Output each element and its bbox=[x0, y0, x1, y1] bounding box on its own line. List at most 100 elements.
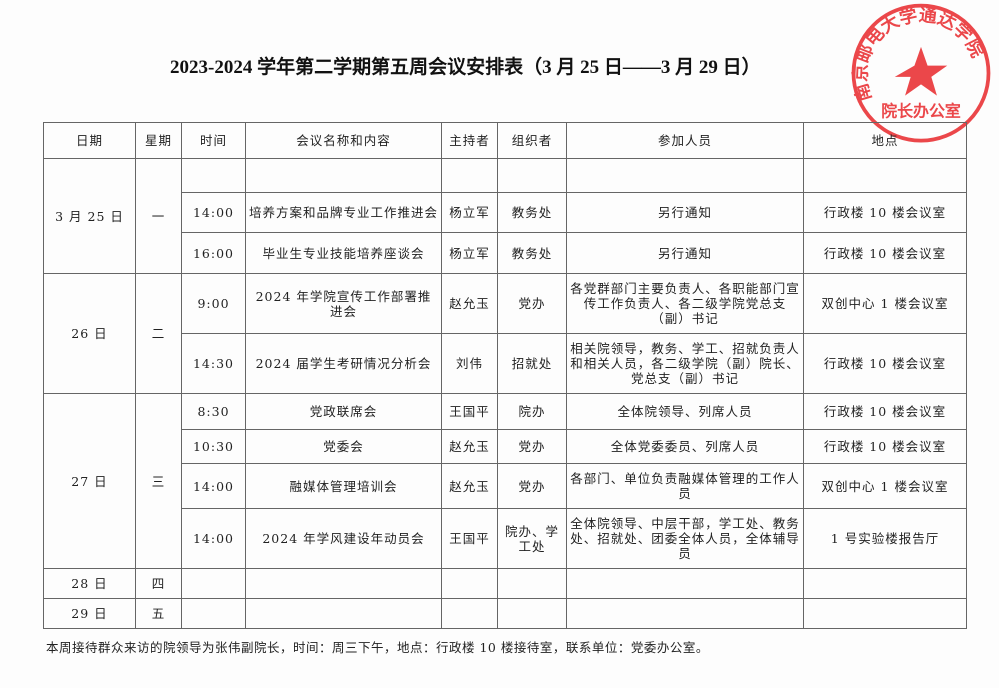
cell-attendees: 全体党委委员、列席人员 bbox=[566, 429, 804, 464]
cell-time bbox=[181, 598, 246, 629]
cell-time: 8:30 bbox=[181, 393, 246, 430]
cell-attendees bbox=[566, 598, 804, 629]
cell-attendees: 全体院领导、中层干部，学工处、教务处、招就处、团委全体人员，全体辅导员 bbox=[566, 508, 804, 569]
cell-name: 培养方案和品牌专业工作推进会 bbox=[245, 192, 442, 233]
cell-organizer: 党办 bbox=[497, 429, 567, 464]
cell-host bbox=[441, 158, 498, 193]
star-icon bbox=[894, 46, 948, 96]
header-meeting-name: 会议名称和内容 bbox=[245, 122, 442, 159]
header-date: 日期 bbox=[43, 122, 136, 159]
cell-weekday: 一 bbox=[135, 158, 182, 274]
cell-host: 王国平 bbox=[441, 508, 498, 569]
cell-location bbox=[803, 598, 967, 629]
header-organizer: 组织者 bbox=[497, 122, 567, 159]
table-row: 10:30 党委会 赵允玉 党办 全体党委委员、列席人员 行政楼 10 楼会议室 bbox=[44, 429, 967, 464]
cell-time: 14:30 bbox=[181, 333, 246, 394]
cell-attendees: 各党群部门主要负责人、各职能部门宣传工作负责人、各二级学院党总支（副）书记 bbox=[566, 273, 804, 334]
cell-organizer: 招就处 bbox=[497, 333, 567, 394]
header-location: 地点 bbox=[803, 122, 967, 159]
cell-host bbox=[441, 598, 498, 629]
cell-time: 10:30 bbox=[181, 429, 246, 464]
cell-location: 行政楼 10 楼会议室 bbox=[803, 393, 967, 430]
cell-location: 双创中心 1 楼会议室 bbox=[803, 273, 967, 334]
cell-organizer bbox=[497, 598, 567, 629]
cell-date: 26 日 bbox=[43, 273, 136, 394]
page-title: 2023-2024 学年第二学期第五周会议安排表（3 月 25 日——3 月 2… bbox=[170, 57, 761, 78]
cell-time: 14:00 bbox=[181, 192, 246, 233]
table-row: 14:00 2024 年学风建设年动员会 王国平 院办、学工处 全体院领导、中层干部，学… bbox=[44, 508, 967, 569]
cell-weekday: 三 bbox=[135, 393, 182, 569]
header-weekday: 星期 bbox=[135, 122, 182, 159]
cell-name bbox=[245, 568, 442, 599]
table-row: 29 日五 bbox=[43, 598, 967, 629]
cell-name: 党委会 bbox=[245, 429, 442, 464]
cell-name: 2024 届学生考研情况分析会 bbox=[245, 333, 442, 394]
cell-date: 28 日 bbox=[43, 568, 136, 599]
cell-host: 赵允玉 bbox=[441, 463, 498, 509]
footer-note: 本周接待群众来访的院领导为张伟副院长，时间：周三下午，地点：行政楼 10 楼接待… bbox=[46, 640, 709, 655]
header-row: 日期 星期 时间 会议名称和内容 主持者 组织者 参加人员 地点 bbox=[43, 122, 967, 159]
cell-host: 王国平 bbox=[441, 393, 498, 430]
content-flow: 日期 星期 时间 会议名称和内容 主持者 组织者 参加人员 地点 3 月 25 日一 14:00… bbox=[43, 122, 967, 656]
cell-time bbox=[181, 568, 246, 599]
cell-location: 行政楼 10 楼会议室 bbox=[803, 232, 967, 274]
cell-attendees bbox=[566, 568, 804, 599]
cell-time bbox=[181, 158, 246, 193]
cell-time: 9:00 bbox=[181, 273, 246, 334]
table-row: 14:30 2024 届学生考研情况分析会 刘伟 招就处 相关院领导，教务、学工、招就负… bbox=[44, 333, 967, 394]
cell-time: 14:00 bbox=[181, 463, 246, 509]
cell-time: 16:00 bbox=[181, 232, 246, 274]
cell-host bbox=[441, 568, 498, 599]
svg-text:院长办公室: 院长办公室 bbox=[881, 101, 961, 120]
cell-attendees: 全体院领导、列席人员 bbox=[566, 393, 804, 430]
cell-host: 赵允玉 bbox=[441, 273, 498, 334]
cell-host: 赵允玉 bbox=[441, 429, 498, 464]
cell-location: 双创中心 1 楼会议室 bbox=[803, 463, 967, 509]
cell-organizer: 院办 bbox=[497, 393, 567, 430]
table-row: 14:00 培养方案和品牌专业工作推进会 杨立军 教务处 另行通知 行政楼 10 楼会议室 bbox=[44, 192, 967, 233]
cell-attendees: 另行通知 bbox=[566, 232, 804, 274]
cell-name: 融媒体管理培训会 bbox=[245, 463, 442, 509]
cell-name: 毕业生专业技能培养座谈会 bbox=[245, 232, 442, 274]
cell-weekday: 四 bbox=[135, 568, 182, 599]
cell-name bbox=[245, 158, 442, 193]
cell-host: 杨立军 bbox=[441, 232, 498, 274]
table-row: 3 月 25 日一 bbox=[43, 158, 967, 274]
cell-weekday: 五 bbox=[135, 598, 182, 629]
cell-attendees: 相关院领导，教务、学工、招就负责人和相关人员，各二级学院（副）院长、党总支（副）… bbox=[566, 333, 804, 394]
cell-organizer: 教务处 bbox=[497, 192, 567, 233]
cell-location: 行政楼 10 楼会议室 bbox=[803, 429, 967, 464]
cell-time: 14:00 bbox=[181, 508, 246, 569]
table-row: 28 日四 bbox=[43, 568, 967, 599]
header-time: 时间 bbox=[181, 122, 246, 159]
table-row: 26 日二 9:00 2024 年学院宣传工作部署推进会 赵允玉 党办 各党群部门主要负责… bbox=[43, 273, 967, 394]
cell-organizer bbox=[497, 568, 567, 599]
cell-name bbox=[245, 598, 442, 629]
cell-attendees bbox=[566, 158, 804, 193]
cell-weekday: 二 bbox=[135, 273, 182, 394]
cell-attendees: 另行通知 bbox=[566, 192, 804, 233]
cell-name: 党政联席会 bbox=[245, 393, 442, 430]
cell-name: 2024 年学院宣传工作部署推进会 bbox=[245, 273, 442, 334]
table-row: 16:00 毕业生专业技能培养座谈会 杨立军 教务处 另行通知 行政楼 10 楼会议室 bbox=[44, 232, 967, 274]
cell-date: 3 月 25 日 bbox=[43, 158, 136, 274]
cell-name: 2024 年学风建设年动员会 bbox=[245, 508, 442, 569]
cell-organizer bbox=[497, 158, 567, 193]
cell-date: 29 日 bbox=[43, 598, 136, 629]
cell-host: 杨立军 bbox=[441, 192, 498, 233]
cell-location: 行政楼 10 楼会议室 bbox=[803, 333, 967, 394]
table-row: 27 日三 8:30 党政联席会 王国平 院办 全体院领导、列席人员 行政楼 10 楼会议室 bbox=[43, 393, 967, 569]
header-attendees: 参加人员 bbox=[566, 122, 804, 159]
header-host: 主持者 bbox=[441, 122, 498, 159]
cell-location: 行政楼 10 楼会议室 bbox=[803, 192, 967, 233]
table-row: 14:00 融媒体管理培训会 赵允玉 党办 各部门、单位负责融媒体管理的工作人员 双创中心… bbox=[44, 463, 967, 509]
cell-organizer: 党办 bbox=[497, 463, 567, 509]
cell-date: 27 日 bbox=[43, 393, 136, 569]
cell-attendees: 各部门、单位负责融媒体管理的工作人员 bbox=[566, 463, 804, 509]
cell-organizer: 教务处 bbox=[497, 232, 567, 274]
cell-organizer: 党办 bbox=[497, 273, 567, 334]
cell-host: 刘伟 bbox=[441, 333, 498, 394]
cell-location: 1 号实验楼报告厅 bbox=[803, 508, 967, 569]
cell-organizer: 院办、学工处 bbox=[497, 508, 567, 569]
